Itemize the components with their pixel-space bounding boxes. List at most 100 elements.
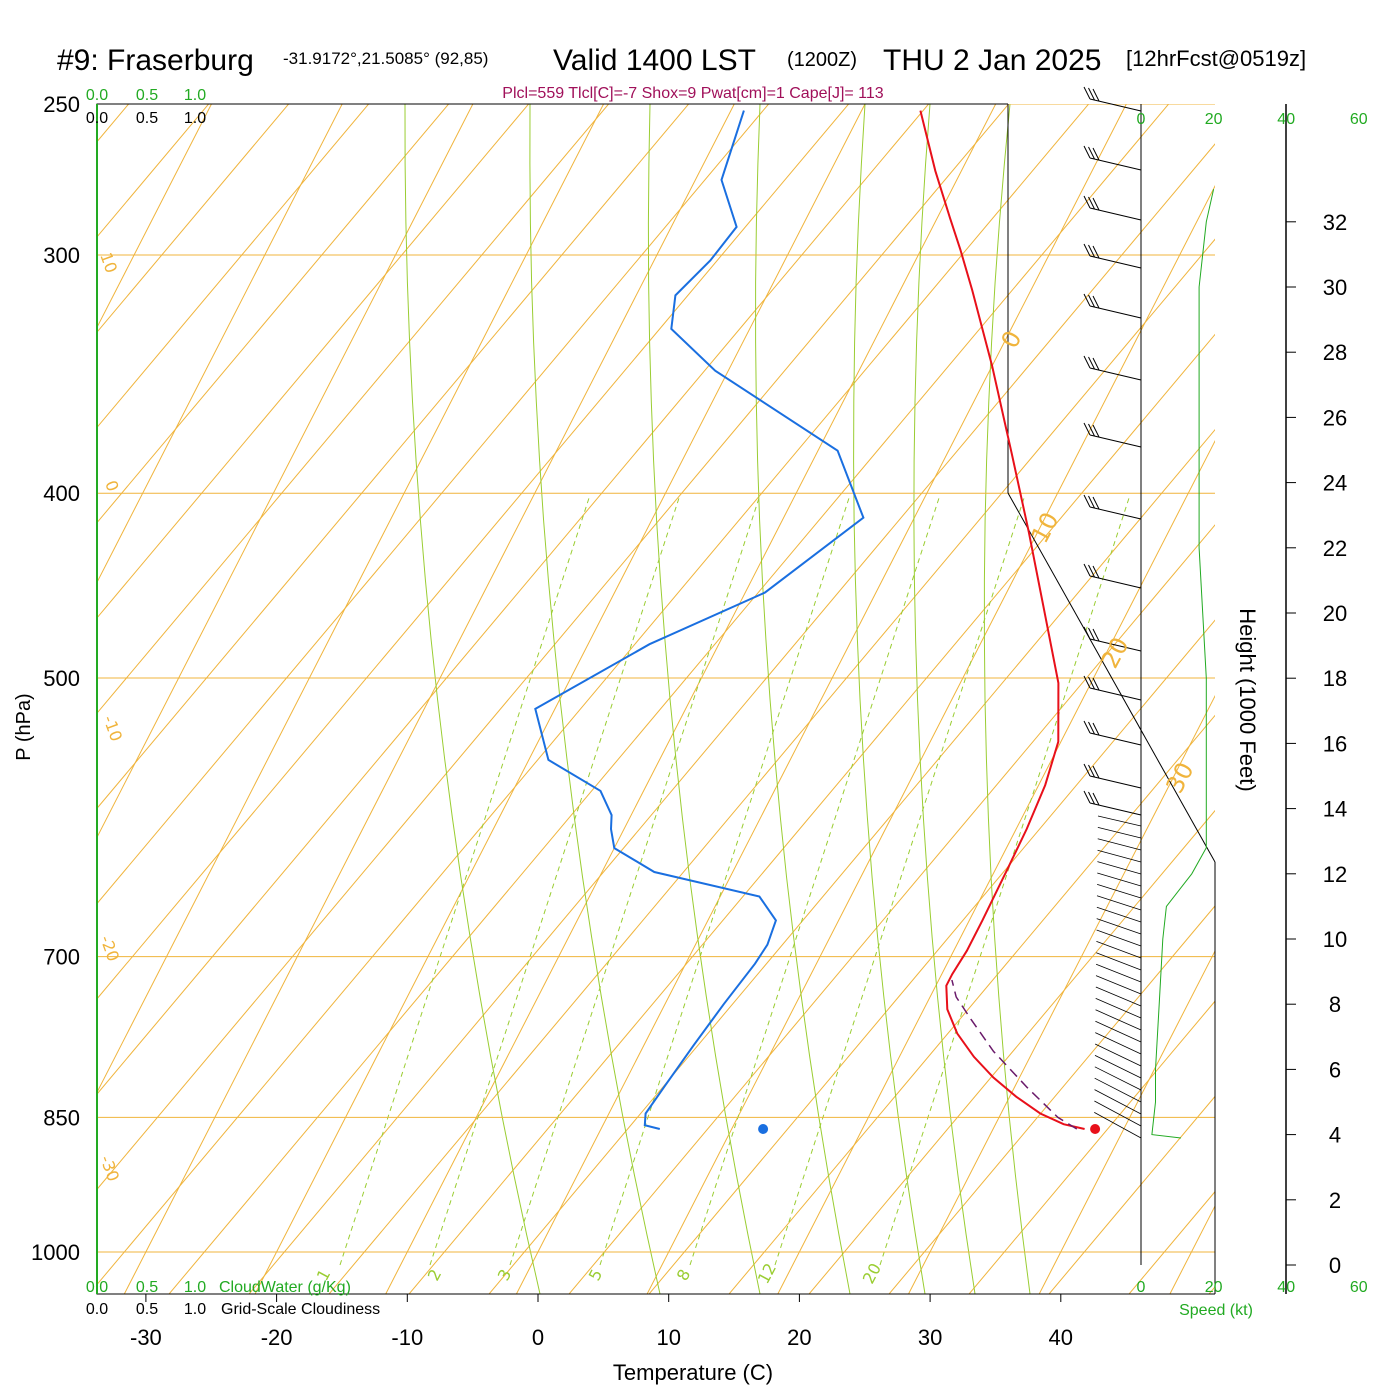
wind-barb-staff [1089,802,1142,816]
isotherm-line [777,439,1215,1294]
cloudiness-label: Grid-Scale Cloudiness [221,1301,380,1318]
wind-speed-profile-layer [1151,189,1215,1139]
wind-barb-flag [1092,424,1100,438]
temperature-profile [919,110,1085,1130]
isotherm-line [907,694,1215,1294]
wind-barbs [1083,86,1142,1139]
height-tick-label: 8 [1329,992,1341,1017]
wind-barb-flag [1092,628,1100,642]
adiabat-line [1360,0,1400,1400]
wind-barb-flag [1092,147,1100,161]
height-tick-label: 22 [1323,536,1347,561]
height-tick-label: 30 [1323,275,1347,300]
wind-barb-flag [1083,293,1091,307]
adiabat-line [488,428,1215,1294]
wind-barb-staff-low [1094,1043,1142,1067]
wind-barb-flag [1092,677,1100,691]
isotherm-label: -10 [99,713,126,744]
adiabat-line [408,333,1215,1294]
isotherm-line [646,184,1215,1294]
wind-barb-staff-low [1095,1009,1142,1031]
height-tick-label: 32 [1323,210,1347,235]
moist-adiabat-line [913,104,976,1294]
wind-barb-staff [1089,732,1142,746]
adiabat-line [248,143,1215,1294]
adiabat-line [97,104,930,1095]
height-tick-label: 20 [1323,601,1347,626]
wind-barb-flag [1092,792,1100,806]
mixing-ratio-label: 5 [585,1266,607,1284]
plot-frame [96,103,1215,1295]
wind-barb-staff [1089,98,1142,112]
speed-tick-label-bottom: 60 [1350,1279,1368,1296]
station-coords: -31.9172°,21.5085° (92,85) [283,49,488,68]
adiabat-line [97,104,450,524]
forecast-info: [12hrFcst@0519z] [1126,46,1306,71]
cloudiness-scale-top: 0.5 [136,110,158,127]
wind-barb-staff-low [1097,827,1142,839]
utc-time: (1200Z) [787,49,857,71]
temperature-tick-label: 40 [1049,1325,1073,1350]
wind-barb-staff-low [1096,895,1142,911]
wind-barb-flag [1083,422,1091,436]
wind-barb-staff-low [1094,1066,1142,1091]
wind-barb-flag [1088,423,1095,437]
temperature-tick-label: -10 [391,1325,423,1350]
wind-barb-staff [1089,775,1142,789]
wind-barb-flag [1092,197,1100,211]
wind-barb-staff-low [1096,918,1142,935]
moist-adiabat-line [755,104,851,1294]
adiabat-line [648,619,1215,1294]
pressure-tick-label: 1000 [31,1240,80,1265]
adiabat-line [808,809,1215,1294]
cloudiness-scale-bottom: 0.0 [86,1301,108,1318]
plot-frame-diagonal [1007,492,1216,863]
sounding-layer [534,110,1101,1134]
height-tick-label: 12 [1323,862,1347,887]
valid-date: THU 2 Jan 2025 [883,44,1101,77]
wind-barb-flag [1088,676,1095,690]
wind-barb-flag [1088,627,1095,641]
moist-adiabat-line [853,104,926,1294]
wind-barb-flag [1083,763,1091,777]
isotherm-line [254,104,866,1294]
isotherm-label: 0 [101,478,122,494]
wind-barb-staff-low [1095,975,1142,995]
wind-barb-staff [1089,157,1142,171]
wind-barb-flag [1083,563,1091,577]
surface-dewpoint-marker [758,1124,769,1134]
mixing-ratio-label: 8 [673,1266,695,1284]
cloudwater-scale-top: 0.5 [136,87,158,104]
wind-barb-staff [1089,255,1142,269]
wind-barb-flag [1092,765,1100,779]
wind-barb-staff-low [1095,986,1142,1007]
temperature-tick-label: 30 [918,1325,942,1350]
wind-barb-flag [1088,564,1095,578]
height-tick-label: 2 [1329,1188,1341,1213]
mixing-ratio-label: 3 [494,1266,516,1284]
isotherm-line [515,104,1127,1294]
wind-barb-flag [1092,722,1100,736]
adiabat-line [97,104,1010,1191]
isotherm-line [123,104,735,1294]
stability-indices: Plcl=559 Tlcl[C]=-7 Shox=9 Pwat[cm]=1 Ca… [502,85,883,102]
isotherm-line [97,104,474,839]
mixing-ratio-label: 20 [859,1260,885,1287]
cloudiness-scale-top: 0.0 [86,110,108,127]
adiabat-line [328,238,1215,1294]
wind-barb-staff-low [1094,1089,1142,1115]
wind-barb-staff-low [1096,941,1142,959]
height-tick-label: 26 [1323,405,1347,430]
wind-barb-flag [1092,245,1100,259]
wind-barb-staff-low [1097,884,1142,899]
cloudiness-scale-bottom: 1.0 [184,1301,206,1318]
height-tick-label: 18 [1323,666,1347,691]
wind-barb-staff [1089,207,1142,221]
isotherm-line [385,104,997,1294]
surface-temperature-marker [1090,1124,1101,1134]
wind-barb-staff [1089,506,1142,520]
height-tick-label: 28 [1323,340,1347,365]
cloudiness-scale-bottom: 0.5 [136,1301,158,1318]
cloudiness-scale-top: 1.0 [184,110,206,127]
